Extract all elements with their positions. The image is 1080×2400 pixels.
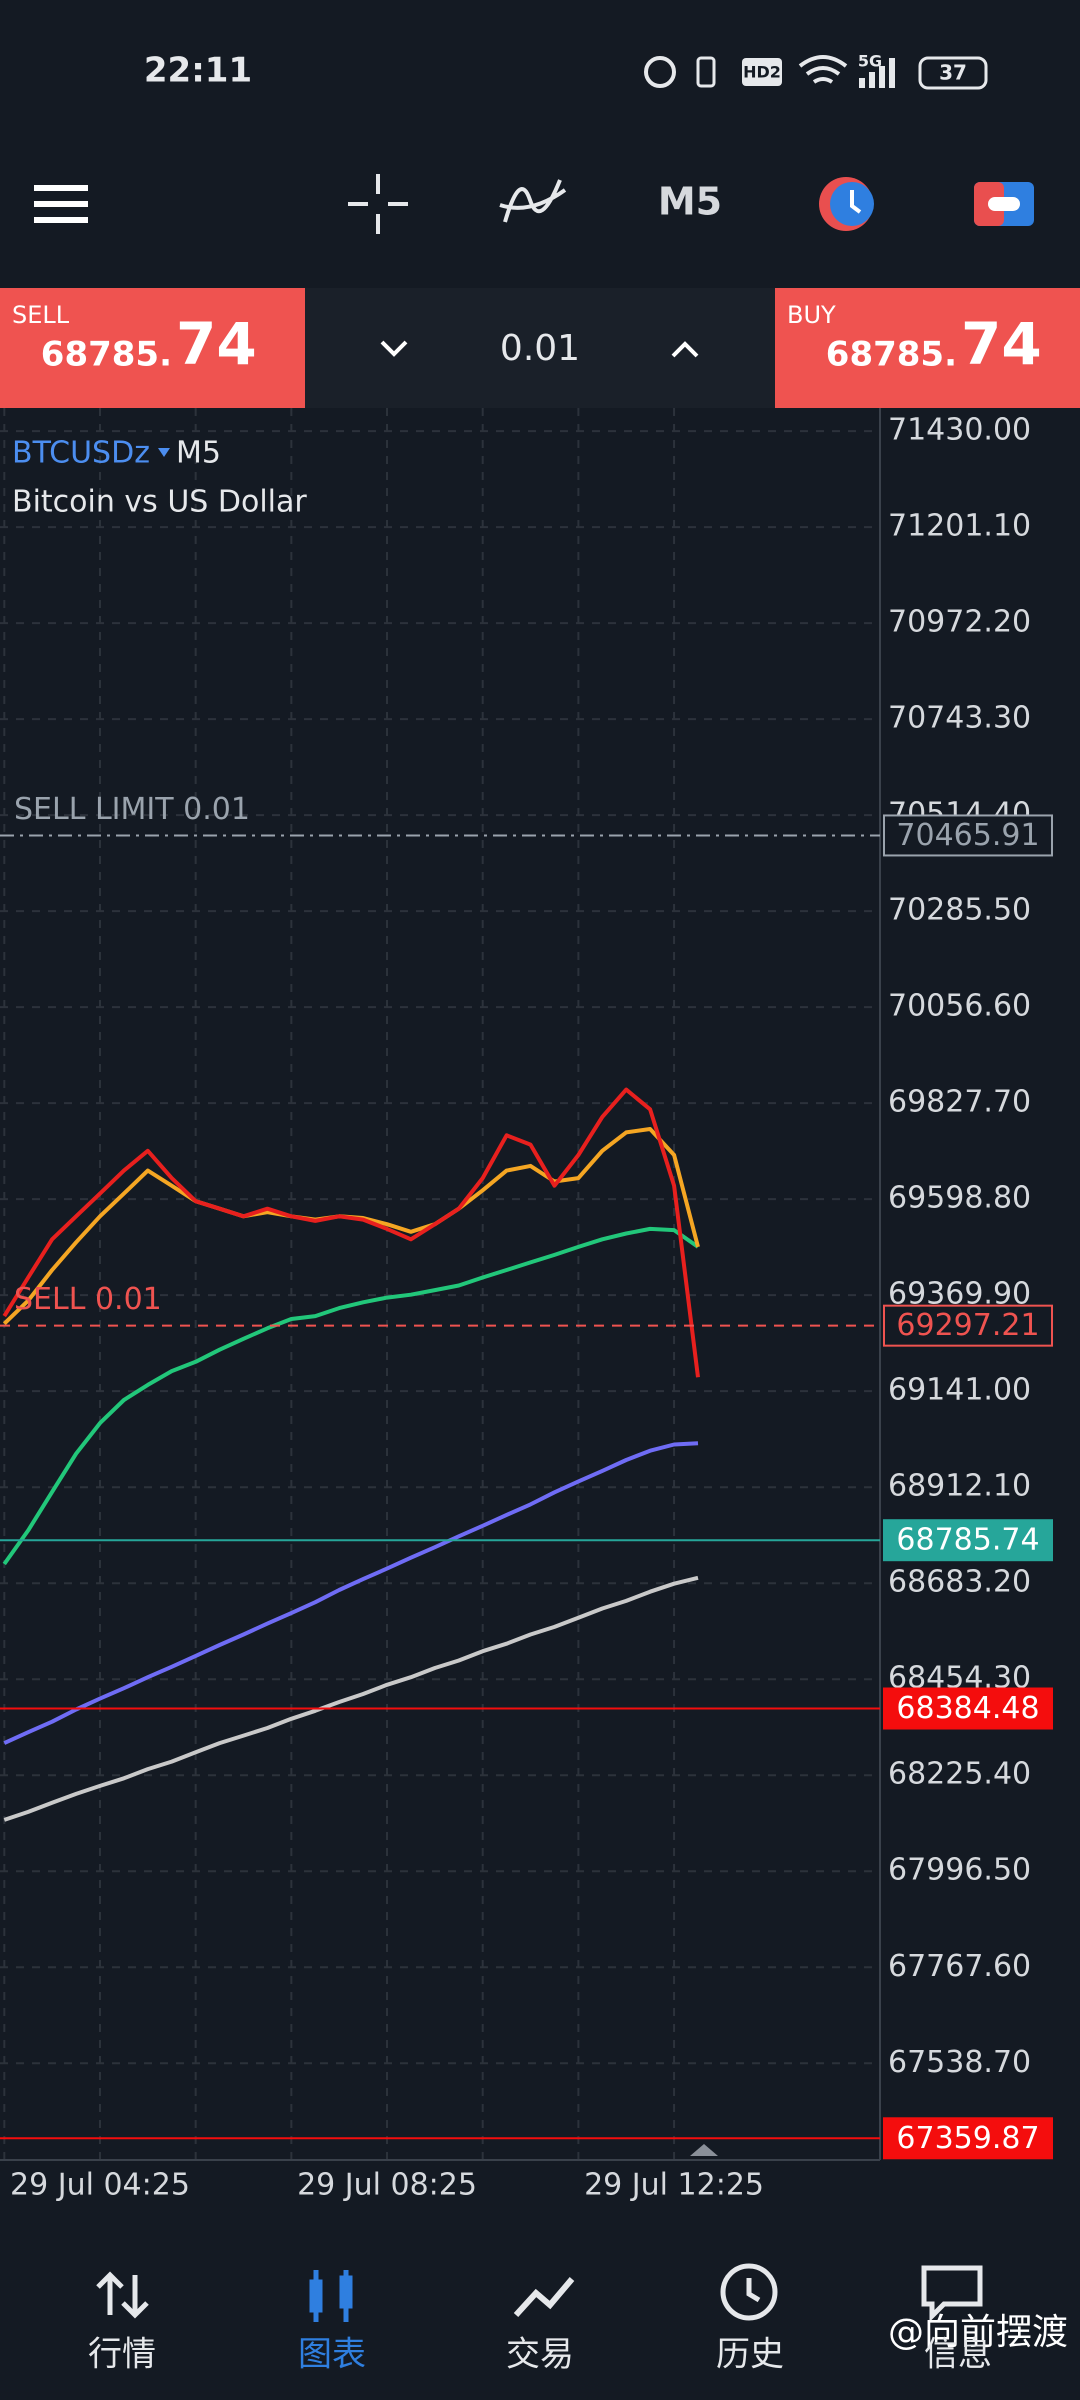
chart: BTCUSDz M5 Bitcoin vs US Dollar 71430.00… — [0, 408, 1053, 2203]
y-tick-label: 67996.50 — [888, 1853, 1031, 1888]
price-box — [883, 2117, 1053, 2160]
sell-price: 68785. — [41, 335, 172, 375]
price-box-label: 67359.87 — [896, 2121, 1039, 2156]
series-line — [2, 1226, 700, 1566]
network-text: 5G — [858, 52, 882, 71]
y-tick-label: 70972.20 — [888, 605, 1031, 640]
price-box — [883, 1304, 1053, 1347]
buy-button[interactable] — [775, 288, 1080, 408]
y-tick-label: 67538.70 — [888, 2045, 1031, 2080]
nav-label[interactable]: 行情 — [88, 2335, 156, 2375]
grid — [0, 408, 880, 2160]
nav-label[interactable]: 交易 — [506, 2335, 574, 2375]
y-tick-label: 69598.80 — [888, 1181, 1031, 1216]
timeframe-button[interactable]: M5 — [658, 180, 722, 224]
lot-value[interactable]: 0.01 — [500, 328, 580, 369]
buy-price: 68785. — [826, 335, 957, 375]
crosshair-button[interactable] — [348, 174, 408, 234]
series-line — [3, 1575, 699, 1822]
history-nav-icon[interactable] — [720, 2263, 778, 2321]
y-tick-label: 70056.60 — [888, 989, 1031, 1024]
chart-icon[interactable] — [309, 2270, 353, 2322]
x-tick-label: 29 Jul 04:25 — [10, 2168, 190, 2203]
messages-icon[interactable] — [921, 2265, 983, 2323]
price-box-label: 68785.74 — [896, 1523, 1039, 1558]
nav-label[interactable]: 信息 — [924, 2335, 992, 2375]
quotes-icon[interactable] — [96, 2271, 149, 2319]
lot-panel — [305, 288, 775, 408]
y-tick-label: 69141.00 — [888, 1373, 1031, 1408]
y-tick-label: 69827.70 — [888, 1085, 1031, 1120]
chart-timeframe: M5 — [176, 436, 221, 471]
hd-badge — [742, 58, 782, 86]
x-tick-label: 29 Jul 12:25 — [584, 2168, 764, 2203]
price-box-label: 69297.21 — [896, 1308, 1039, 1343]
y-tick-label: 71201.10 — [888, 509, 1031, 544]
level-text: SELL 0.01 — [14, 1282, 162, 1317]
x-tick-label: 29 Jul 08:25 — [297, 2168, 477, 2203]
y-tick-label: 68912.10 — [888, 1469, 1031, 1504]
buy-label: BUY — [787, 301, 836, 329]
series-line — [3, 1441, 699, 1745]
status-time: 22:11 — [144, 51, 252, 91]
battery-icon — [918, 56, 988, 90]
signal-icon — [859, 58, 895, 88]
buy-price-big: 74 — [961, 310, 1042, 378]
nav-label[interactable]: 历史 — [716, 2335, 784, 2375]
sell-button[interactable] — [0, 288, 305, 408]
indicators-button[interactable] — [499, 179, 567, 223]
price-box — [883, 1519, 1053, 1562]
sell-label: SELL — [12, 301, 70, 329]
y-tick-label: 67767.60 — [888, 1949, 1031, 1984]
lot-decrease[interactable] — [380, 340, 408, 357]
y-tick-label: 70285.50 — [888, 893, 1031, 928]
nav-label[interactable]: 图表 — [298, 2335, 366, 2375]
battery-text: 37 — [939, 61, 967, 85]
vibrate-icon — [696, 56, 716, 88]
price-box — [883, 814, 1053, 857]
lot-increase[interactable] — [671, 341, 699, 358]
trade-nav-icon[interactable] — [513, 2277, 575, 2318]
y-tick-label: 71430.00 — [888, 413, 1031, 448]
y-tick-label: 68683.20 — [888, 1565, 1031, 1600]
wifi-icon — [798, 55, 848, 84]
series-line — [2, 1087, 700, 1378]
watermark: @向前摆渡 — [888, 2312, 1068, 2353]
y-tick-label: 68225.40 — [888, 1757, 1031, 1792]
scroll-marker[interactable] — [690, 2144, 718, 2156]
y-tick-label: 70743.30 — [888, 701, 1031, 736]
price-box-label: 68384.48 — [896, 1691, 1039, 1726]
level-text: SELL LIMIT 0.01 — [14, 792, 250, 827]
sell-price-big: 74 — [176, 310, 257, 378]
description: Bitcoin vs US Dollar — [12, 485, 307, 520]
price-box — [883, 1687, 1053, 1730]
hd-text: HD2 — [743, 63, 781, 82]
menu-button[interactable] — [34, 185, 88, 223]
symbol[interactable]: BTCUSDz — [12, 436, 150, 471]
bottom-nav — [96, 2263, 983, 2323]
alarm-icon — [644, 56, 676, 88]
price-box-label: 70465.91 — [896, 818, 1039, 853]
